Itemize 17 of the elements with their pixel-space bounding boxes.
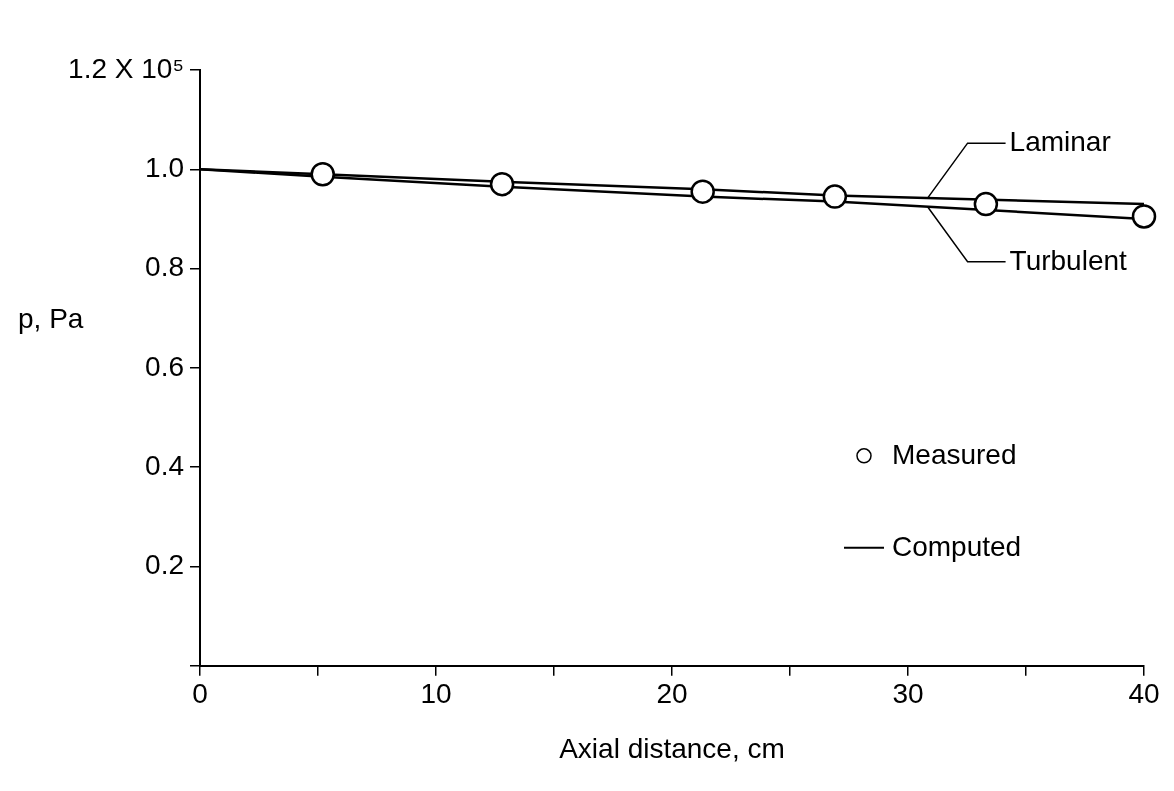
y-tick-label: 1.2 X 10⁵ [68,52,184,84]
x-tick-label: 10 [420,678,452,710]
y-axis-title: p, Pa [18,302,84,334]
y-tick-label: 0.4 [145,449,184,481]
series-label: Laminar [1009,125,1111,157]
x-tick-label: 0 [192,678,208,710]
legend-label: Measured [892,438,1017,470]
y-tick-label: 0.8 [145,251,184,283]
annotation: Computed [892,530,1022,562]
y-tick-label: 1.0 [145,152,184,184]
x-tick-label: 20 [656,678,688,710]
y-tick-label: 0.6 [145,350,184,382]
x-axis-title: Axial distance, cm [559,732,785,764]
x-tick-label: 40 [1128,678,1160,710]
series-label: Turbulent [1009,244,1128,276]
x-tick-label: 30 [892,678,924,710]
y-tick-label: 0.2 [145,549,184,581]
